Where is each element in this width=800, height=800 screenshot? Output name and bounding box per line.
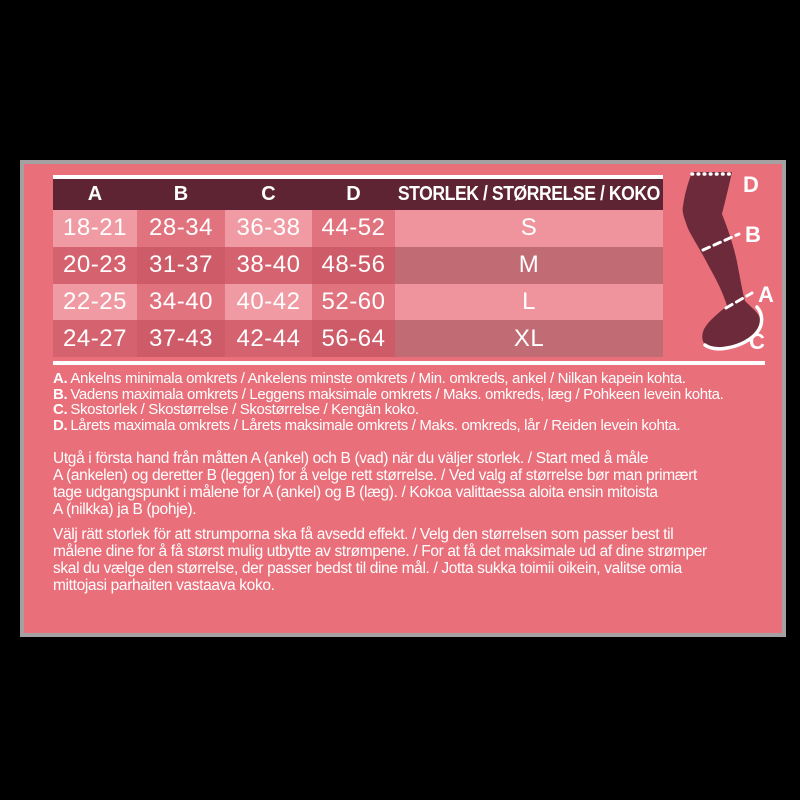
column-header-size: STORLEK / STØRRELSE / KOKO <box>395 179 663 210</box>
table-cell: 36-38 <box>225 210 312 247</box>
table-cell: 34-40 <box>137 283 225 321</box>
table-cell: 48-56 <box>312 246 395 284</box>
leg-label-b: B <box>745 222 761 247</box>
note-line-d: D. Lårets maximala omkrets / Lårets maksi… <box>53 416 681 434</box>
leg-label-a: A <box>758 282 774 307</box>
measurement-notes: A. Ankelns minimala omkrets / Ankelens mi… <box>53 371 777 433</box>
table-cell: 20-23 <box>53 246 137 284</box>
size-selection-paragraph: Utgå i första hand från måtten A (ankel)… <box>53 450 697 518</box>
leg-label-d: D <box>743 172 759 197</box>
size-cell-l: L <box>395 283 663 321</box>
column-header-c: C <box>225 179 312 210</box>
size-cell-s: S <box>395 210 663 247</box>
leg-illustration-icon: D B A C <box>682 172 774 354</box>
table-cell: 56-64 <box>312 320 395 357</box>
column-header-a: A <box>53 179 137 210</box>
note-line-c: C. Skostorlek / Skostørrelse / Skostørrel… <box>53 401 419 418</box>
table-cell: 44-52 <box>312 210 395 247</box>
note-line-a: A. Ankelns minimala omkrets / Ankelens mi… <box>53 370 686 387</box>
shoe-outline <box>703 305 764 351</box>
leg-measurement-diagram: D B A C <box>669 168 800 364</box>
fit-advice-paragraph: Välj rätt storlek för att strumporna ska… <box>53 526 707 594</box>
column-header-d: D <box>312 179 395 210</box>
note-line-b: B. Vadens maximala omkrets / Leggens maks… <box>53 385 724 403</box>
section-divider <box>53 361 765 365</box>
table-cell: 52-60 <box>312 283 395 321</box>
ankle-measure-line <box>724 291 754 310</box>
table-cell: 37-43 <box>137 320 225 357</box>
table-cell: 18-21 <box>53 210 137 247</box>
size-cell-xl: XL <box>395 320 663 357</box>
column-header-b: B <box>137 179 225 210</box>
size-chart-card: A B C D STORLEK / STØRRELSE / KOKO 18-21… <box>20 160 786 637</box>
table-cell: 38-40 <box>225 246 312 284</box>
size-table: A B C D STORLEK / STØRRELSE / KOKO 18-21… <box>53 175 663 357</box>
size-chart-card-inner: A B C D STORLEK / STØRRELSE / KOKO 18-21… <box>24 164 782 633</box>
calf-measure-line <box>701 232 741 252</box>
table-cell: 28-34 <box>137 210 225 247</box>
table-cell: 31-37 <box>137 246 225 284</box>
table-cell: 40-42 <box>225 283 312 321</box>
size-cell-m: M <box>395 246 663 284</box>
table-cell: 42-44 <box>225 320 312 357</box>
table-cell: 24-27 <box>53 320 137 357</box>
leg-label-c: C <box>749 329 765 354</box>
table-cell: 22-25 <box>53 283 137 321</box>
